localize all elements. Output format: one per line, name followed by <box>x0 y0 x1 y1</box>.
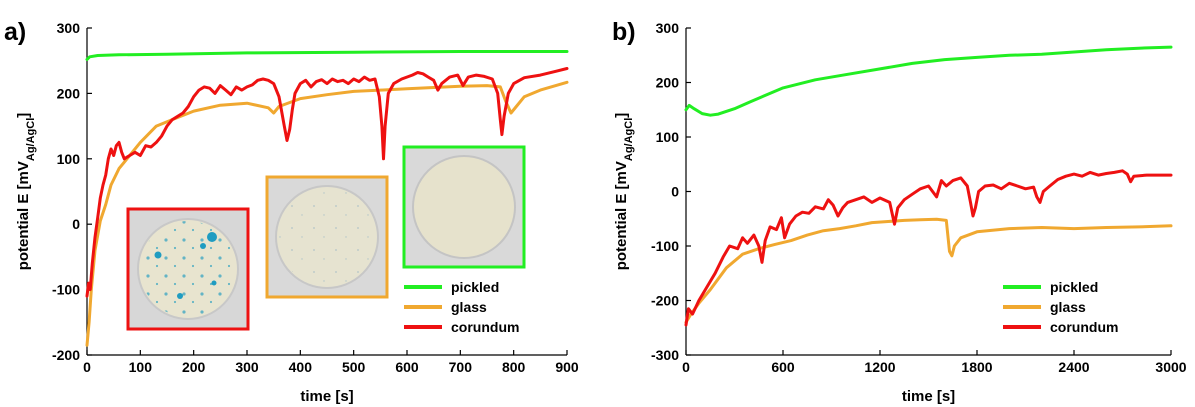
x-tick-label-b: 600 <box>771 359 795 375</box>
series-line-pickled-b <box>684 45 1173 117</box>
legend-label-corundum-a: corundum <box>451 319 519 335</box>
y-tick-label-b: -200 <box>651 293 679 309</box>
x-tick-label-a: 800 <box>502 359 526 375</box>
panel-a-label: a) <box>4 18 26 46</box>
series-line-glass-b <box>684 217 1173 324</box>
legend-label-pickled-b: pickled <box>1050 279 1098 295</box>
series-line-pickled-a <box>85 50 569 61</box>
legend-a: pickled glass corundum <box>404 279 519 335</box>
y-tick-label-a: 100 <box>57 151 81 167</box>
x-axis-label-b: time [s] <box>902 388 955 405</box>
chart-panel-b: b) 0 600 1200 1800 2400 3000 -300 -200 -100 0 100 2… <box>612 18 1187 405</box>
x-tick-label-b: 0 <box>682 359 690 375</box>
series-line-corundum-a <box>85 67 569 298</box>
y-tick-label-b: 0 <box>671 184 679 200</box>
y-tick-label-a: -100 <box>52 282 80 298</box>
x-axis-label-a: time [s] <box>300 388 353 405</box>
x-tick-label-a: 700 <box>449 359 473 375</box>
x-tick-label-a: 500 <box>342 359 366 375</box>
x-tick-label-a: 200 <box>182 359 206 375</box>
x-tick-label-a: 300 <box>235 359 259 375</box>
legend-label-glass-b: glass <box>1050 299 1086 315</box>
y-tick-label-a: 300 <box>57 20 81 36</box>
series-line-glass-a <box>85 80 569 347</box>
x-tick-label-b: 3000 <box>1155 359 1186 375</box>
y-tick-label-a: 0 <box>72 216 80 232</box>
legend-label-corundum-b: corundum <box>1050 319 1118 335</box>
x-tick-label-b: 2400 <box>1058 359 1089 375</box>
x-tick-label-a: 600 <box>395 359 419 375</box>
x-tick-label-b: 1800 <box>961 359 992 375</box>
inset-images <box>126 145 526 331</box>
x-tick-label-a: 900 <box>555 359 579 375</box>
x-tick-label-a: 0 <box>83 359 91 375</box>
y-tick-label-b: 300 <box>656 20 680 36</box>
legend-label-pickled-a: pickled <box>451 279 499 295</box>
y-tick-label-b: -300 <box>651 347 679 363</box>
x-tick-label-b: 1200 <box>864 359 895 375</box>
x-tick-label-a: 400 <box>289 359 313 375</box>
y-axis-label-a: potential E [mVAg/AgCl] <box>15 113 37 271</box>
y-axis-label-b: potential E [mVAg/AgCl] <box>613 113 635 271</box>
legend-label-glass-a: glass <box>451 299 487 315</box>
panel-b-label: b) <box>612 18 636 46</box>
x-tick-label-a: 100 <box>129 359 153 375</box>
y-tick-label-b: -100 <box>651 238 679 254</box>
chart-panel-a: a) 0 100 200 300 400 500 600 700 800 900 -200 -100 0… <box>4 18 579 405</box>
y-tick-label-b: 100 <box>656 129 680 145</box>
legend-b: pickled glass corundum <box>1003 279 1118 335</box>
inset-corundum-image <box>126 207 250 331</box>
y-tick-label-a: -200 <box>52 347 80 363</box>
y-tick-label-a: 200 <box>57 85 81 101</box>
series-line-corundum-b <box>684 169 1173 327</box>
y-tick-label-b: 200 <box>656 75 680 91</box>
inset-pickled-image <box>402 145 526 269</box>
inset-glass-image <box>265 175 389 299</box>
